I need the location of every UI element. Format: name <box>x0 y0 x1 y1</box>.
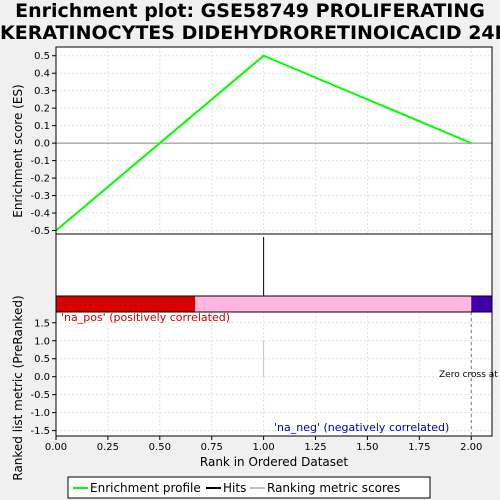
legend-label-0: Enrichment profile <box>90 481 201 495</box>
rank-panel: 1.5 1.0 0.5 0.0 -0.5 -1.0 -1.5 <box>30 311 493 437</box>
x-axis-label: Rank in Ordered Dataset <box>200 455 348 469</box>
color-bar-segment-0 <box>56 296 196 312</box>
rank-ytick-label-1: 1.0 <box>34 336 50 347</box>
hits-area <box>56 234 492 296</box>
xtick-label-2: 0.50 <box>149 442 171 453</box>
xtick-label-1: 0.25 <box>97 442 119 453</box>
rank-ytick-label-2: 0.5 <box>34 354 50 365</box>
color-bar-segment-2 <box>471 296 492 312</box>
rank-ytick-label-5: -1.0 <box>30 408 50 419</box>
rank-ytick-label-6: -1.5 <box>30 426 50 437</box>
xtick-label-0: 0.00 <box>45 442 67 453</box>
chart-title-line-2: KERATINOCYTES DIDEHYDRORETINOICACID 24H <box>0 22 500 44</box>
rank-ytick-label-0: 1.5 <box>34 318 50 329</box>
rank-plot-area <box>56 312 492 436</box>
pos-correlation-label: 'na_pos' (positively correlated) <box>61 311 230 324</box>
chart-title-line-1: Enrichment plot: GSE58749 PROLIFERATING <box>15 0 485 22</box>
es-axis-label: Enrichment score (ES) <box>11 84 25 217</box>
chart-title: Enrichment plot: GSE58749 PROLIFERATING … <box>0 0 500 44</box>
legend-label-1: Hits <box>223 481 246 495</box>
es-ytick-label-3: 0.2 <box>34 104 50 115</box>
es-ytick-label-8: -0.3 <box>30 191 50 202</box>
rank-axis-label: Ranked list metric (PreRanked) <box>11 295 25 480</box>
enrichment-profile-line <box>55 54 472 232</box>
hits-panel <box>55 233 493 297</box>
rank-frame <box>55 311 493 437</box>
es-ytick-label-2: 0.3 <box>34 86 50 97</box>
x-axis: 0.00 0.25 0.50 0.75 1.00 1.25 1.50 1.75 2.00 <box>45 436 482 453</box>
color-bar <box>55 295 493 313</box>
legend: Enrichment profile Hits Ranking metric sco… <box>67 476 431 499</box>
es-ytick-label-5: 0.0 <box>34 139 50 150</box>
es-plot-area <box>56 47 492 234</box>
es-ytick-label-7: -0.2 <box>30 174 50 185</box>
es-ytick-label-1: 0.4 <box>34 69 50 80</box>
es-ytick-label-10: -0.5 <box>30 226 50 237</box>
legend-box <box>67 476 431 499</box>
neg-correlation-label: 'na_neg' (negatively correlated) <box>274 421 449 434</box>
es-ytick-label-9: -0.4 <box>30 209 50 220</box>
legend-label-2: Ranking metric scores <box>267 481 400 495</box>
rank-ytick-label-3: 0.0 <box>34 372 50 383</box>
xtick-label-5: 1.25 <box>304 442 326 453</box>
xtick-label-4: 1.00 <box>252 442 274 453</box>
es-ytick-label-4: 0.1 <box>34 121 50 132</box>
es-ytick-label-6: -0.1 <box>30 156 50 167</box>
xtick-label-8: 2.00 <box>460 442 482 453</box>
xtick-label-7: 1.75 <box>408 442 430 453</box>
es-ytick-label-0: 0.5 <box>34 51 50 62</box>
color-bar-segment-1 <box>195 296 472 312</box>
zero-cross-label: Zero cross at 2 <box>439 370 500 380</box>
es-panel: 0.5 0.4 0.3 0.2 0.1 0.0 -0.1 -0.2 -0.3 -0.4 -0.5 <box>30 46 493 237</box>
xtick-label-6: 1.50 <box>356 442 378 453</box>
rank-ytick-label-4: -0.5 <box>30 390 50 401</box>
xtick-label-3: 0.75 <box>201 442 223 453</box>
